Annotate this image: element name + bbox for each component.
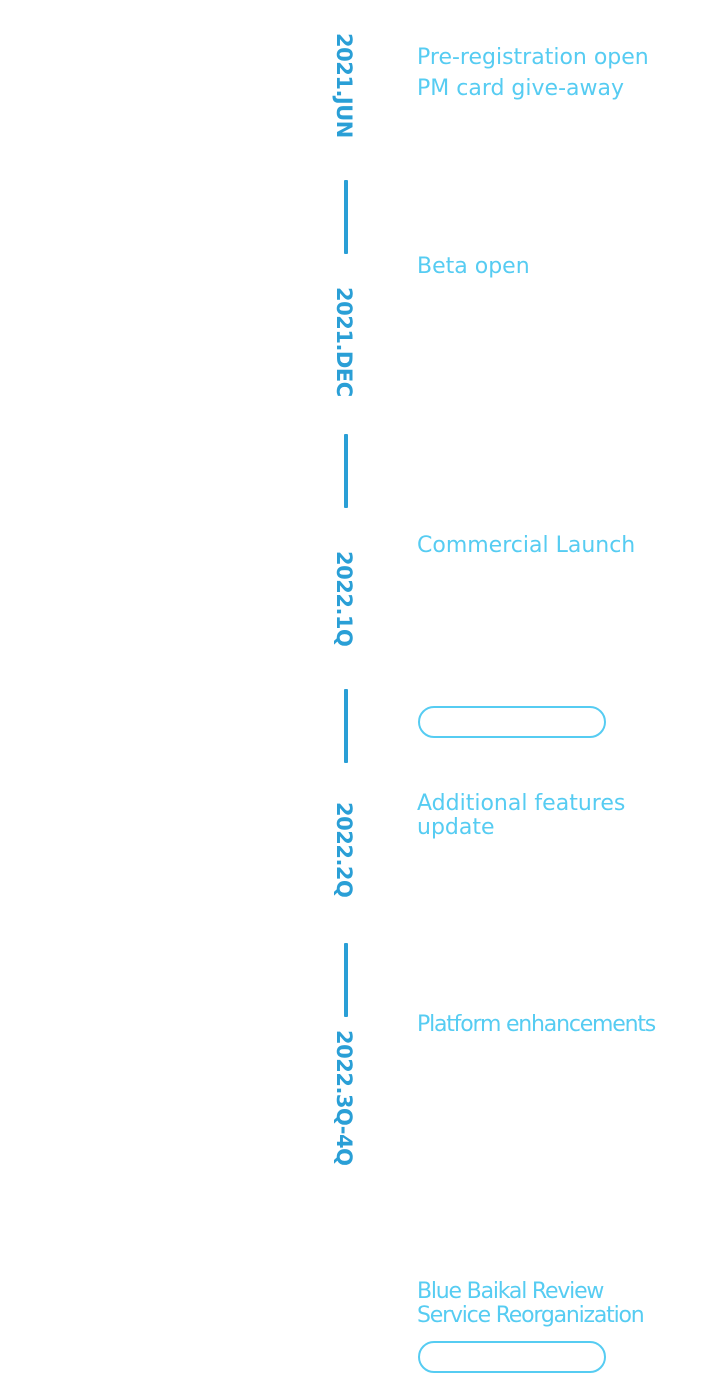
event-line: update — [417, 815, 495, 840]
milestone-event-additional-features: Additional features update — [417, 792, 625, 840]
milestone-event-platform-enhancements: Platform enhancements — [417, 1009, 656, 1040]
timeline-connector — [344, 180, 348, 254]
milestone-event-beta-open: Beta open — [417, 251, 530, 282]
blue-baikal-review-link-button[interactable] — [418, 1341, 606, 1373]
event-line: Service Reorganization — [417, 1303, 645, 1328]
milestone-date-2021-dec: 2021.DEC — [332, 287, 356, 397]
event-line: Pre-registration open — [417, 45, 649, 70]
timeline-connector — [344, 943, 348, 1017]
event-line: Beta open — [417, 254, 530, 279]
timeline-connector — [344, 689, 348, 763]
event-line: PM card give-away — [417, 76, 624, 101]
commercial-launch-link-button[interactable] — [418, 706, 606, 738]
event-line: Additional features — [417, 791, 626, 816]
milestone-date-2022-1q: 2022.1Q — [332, 551, 356, 647]
event-line: Commercial Launch — [417, 533, 636, 558]
milestone-event-commercial-launch: Commercial Launch — [417, 530, 635, 561]
milestone-event-pre-registration: Pre-registration open PM card give-away — [417, 42, 649, 104]
event-blue-baikal-review: Blue Baikal Review Service Reorganizatio… — [417, 1279, 645, 1328]
timeline-connector — [344, 434, 348, 508]
milestone-date-2022-2q: 2022.2Q — [332, 802, 356, 898]
milestone-date-2022-3q-4q: 2022.3Q-4Q — [332, 1030, 356, 1166]
event-line: Platform enhancements — [417, 1012, 656, 1037]
milestone-date-2021-jun: 2021.JUN — [332, 33, 356, 138]
event-line: Blue Baikal Review — [417, 1279, 604, 1304]
